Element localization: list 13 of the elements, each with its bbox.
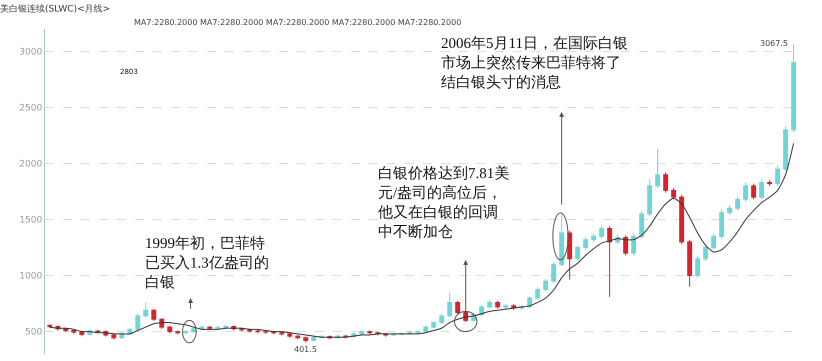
chart-subtitle: MA7:2280.2000 MA7:2280.2000 MA7:2280.2000 MA7:2280.2000 MA7:2280.2000 <box>134 18 462 27</box>
annotation: 1999年初，巴菲特已买入1.3亿盎司的白银 <box>145 235 269 291</box>
y-tick-label: 500 <box>25 328 42 338</box>
y-tick-label: 1500 <box>19 216 42 226</box>
annotation: 401.5 <box>294 345 317 354</box>
y-tick-label: 3000 <box>19 48 42 58</box>
annotation: 3067.5 <box>760 39 788 48</box>
chart-title: 美白银连续(SLWC)<月线> <box>0 4 110 15</box>
annotation: 2006年5月11日，在国际白银市场上突然传来巴菲特将了结白银头寸的消息 <box>441 35 628 91</box>
y-tick-label: 1000 <box>19 272 42 282</box>
y-tick-label: 2000 <box>19 160 42 170</box>
y-tick-label: 2500 <box>19 104 42 114</box>
annotation: 白银价格达到7.81美元/盎司的高位后，他又在白银的回调中不断加仓 <box>378 165 510 240</box>
